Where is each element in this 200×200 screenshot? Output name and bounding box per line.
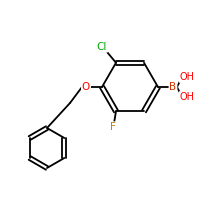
Text: OH: OH [180, 92, 194, 102]
Text: Cl: Cl [97, 42, 107, 52]
Text: F: F [110, 122, 116, 132]
Text: B: B [169, 82, 177, 92]
Text: OH: OH [180, 72, 194, 82]
Text: O: O [82, 82, 90, 92]
